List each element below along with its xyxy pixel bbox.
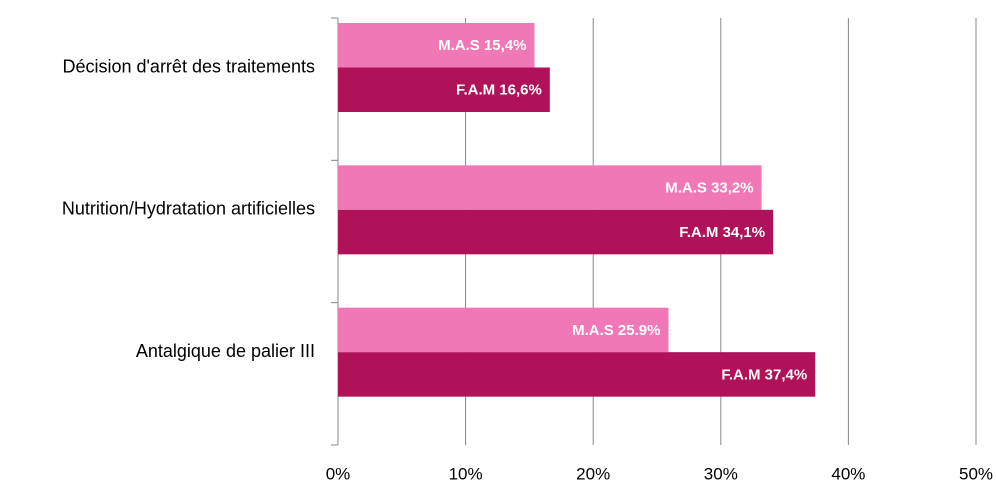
value-label: F.A.M 37,4% [721, 366, 807, 383]
bar [338, 209, 774, 255]
x-tick-label: 20% [576, 464, 610, 483]
bar [338, 307, 669, 353]
bar [338, 67, 550, 112]
y-tick-label: Antalgique de palier III [136, 341, 315, 361]
value-label: M.A.S 25.9% [572, 322, 660, 339]
value-label: F.A.M 16,6% [456, 82, 542, 99]
x-tick-label: 50% [959, 464, 993, 483]
bar [338, 165, 762, 210]
x-tick-label: 0% [326, 464, 351, 483]
value-label: F.A.M 34,1% [679, 224, 765, 241]
value-label: M.A.S 33,2% [665, 180, 753, 197]
bar [338, 23, 535, 68]
value-label: M.A.S 15,4% [438, 37, 526, 54]
x-tick-label: 10% [449, 464, 483, 483]
x-tick-label: 30% [704, 464, 738, 483]
y-tick-label: Décision d'arrêt des traitements [62, 56, 315, 76]
y-tick-label: Nutrition/Hydratation artificielles [62, 199, 315, 219]
bar [338, 352, 816, 397]
x-tick-label: 40% [831, 464, 865, 483]
